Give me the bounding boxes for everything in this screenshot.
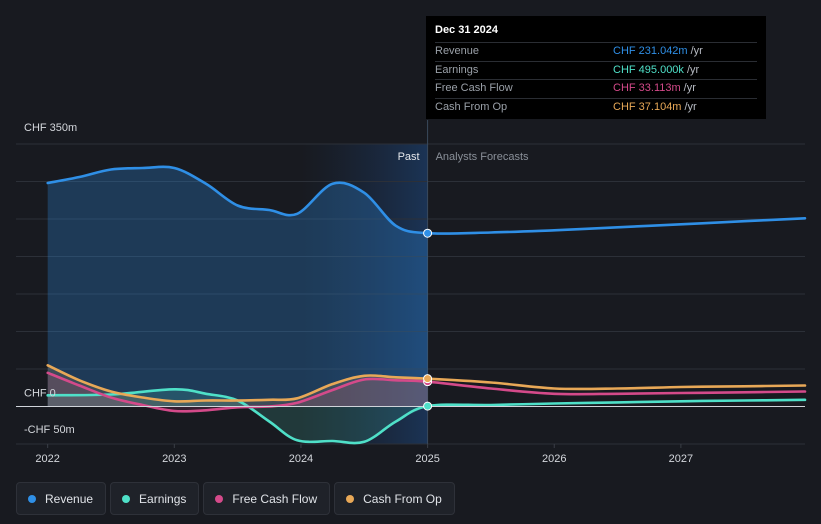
forecast-label: Analysts Forecasts xyxy=(436,151,529,163)
legend: Revenue Earnings Free Cash Flow Cash From O… xyxy=(16,482,459,515)
cash-from-op-line xyxy=(46,364,807,403)
revenue-marker xyxy=(423,228,433,238)
legend-label: Revenue xyxy=(45,491,94,506)
earnings-area xyxy=(47,389,428,444)
legend-item-revenue[interactable]: Revenue xyxy=(16,482,107,515)
x-tick-label: 2022 xyxy=(35,453,59,465)
y-tick-label: CHF 0 xyxy=(24,388,56,400)
revenue-area xyxy=(47,166,428,407)
legend-label: Free Cash Flow xyxy=(232,491,318,506)
earnings-line xyxy=(46,387,807,445)
earnings-marker xyxy=(423,401,433,411)
x-tick-label: 2025 xyxy=(415,453,439,465)
tooltip: Dec 31 2024 Revenue CHF 231.042m/yr Earnin… xyxy=(426,16,766,119)
x-tick-label: 2027 xyxy=(669,453,693,465)
tooltip-row: Revenue CHF 231.042m/yr xyxy=(435,42,757,61)
x-tick-label: 2024 xyxy=(289,453,313,465)
tooltip-row: Earnings CHF 495.000k/yr xyxy=(435,60,757,80)
cash-from-op-area xyxy=(47,365,428,407)
tooltip-row: Cash From Op CHF 37.104m/yr xyxy=(435,97,757,117)
tooltip-row-value: CHF 37.104m xyxy=(613,100,682,113)
tooltip-row-unit: /yr xyxy=(683,82,696,94)
legend-dot-icon xyxy=(346,494,355,503)
tooltip-row-label: Free Cash Flow xyxy=(435,82,513,94)
tooltip-row-unit: /yr xyxy=(684,100,697,113)
tooltip-row-label: Earnings xyxy=(435,63,479,76)
tooltip-row-label: Revenue xyxy=(435,45,480,57)
legend-label: Cash From Op xyxy=(363,491,442,506)
legend-dot-icon xyxy=(28,494,36,503)
legend-label: Earnings xyxy=(139,491,187,506)
y-tick-label: CHF 350m xyxy=(24,122,77,134)
cash-from-op-marker xyxy=(423,374,433,384)
tooltip-row: Free Cash Flow CHF 33.113m/yr xyxy=(435,79,757,98)
legend-dot-icon xyxy=(215,494,224,503)
past-label: Past xyxy=(398,151,420,163)
legend-item-cash-from-op[interactable]: Cash From Op xyxy=(334,482,455,515)
tooltip-row-value: CHF 495.000k xyxy=(613,63,684,76)
tooltip-row-value: CHF 33.113m xyxy=(613,82,681,94)
tooltip-row-label: Cash From Op xyxy=(435,100,508,113)
legend-item-free-cash-flow[interactable]: Free Cash Flow xyxy=(203,482,331,515)
y-tick-label: -CHF 50m xyxy=(24,424,75,436)
revenue-line xyxy=(46,165,807,235)
x-tick-label: 2026 xyxy=(542,453,566,465)
legend-dot-icon xyxy=(122,494,131,503)
tooltip-row-value: CHF 231.042m xyxy=(613,45,688,57)
tooltip-date: Dec 31 2024 xyxy=(435,24,498,36)
tooltip-row-unit: /yr xyxy=(686,63,700,76)
free-cash-flow-area xyxy=(47,372,428,412)
tooltip-row-unit: /yr xyxy=(690,45,703,57)
x-tick-label: 2023 xyxy=(162,453,186,465)
free-cash-flow-line xyxy=(46,371,807,413)
legend-item-earnings[interactable]: Earnings xyxy=(110,482,200,515)
